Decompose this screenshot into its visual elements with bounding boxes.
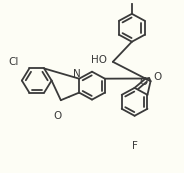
- Text: O: O: [139, 77, 147, 87]
- Text: F: F: [132, 141, 137, 151]
- Text: Cl: Cl: [9, 57, 19, 67]
- Text: O: O: [153, 72, 161, 82]
- Text: O: O: [53, 111, 62, 121]
- Text: HO: HO: [91, 55, 107, 65]
- Text: N: N: [73, 69, 81, 79]
